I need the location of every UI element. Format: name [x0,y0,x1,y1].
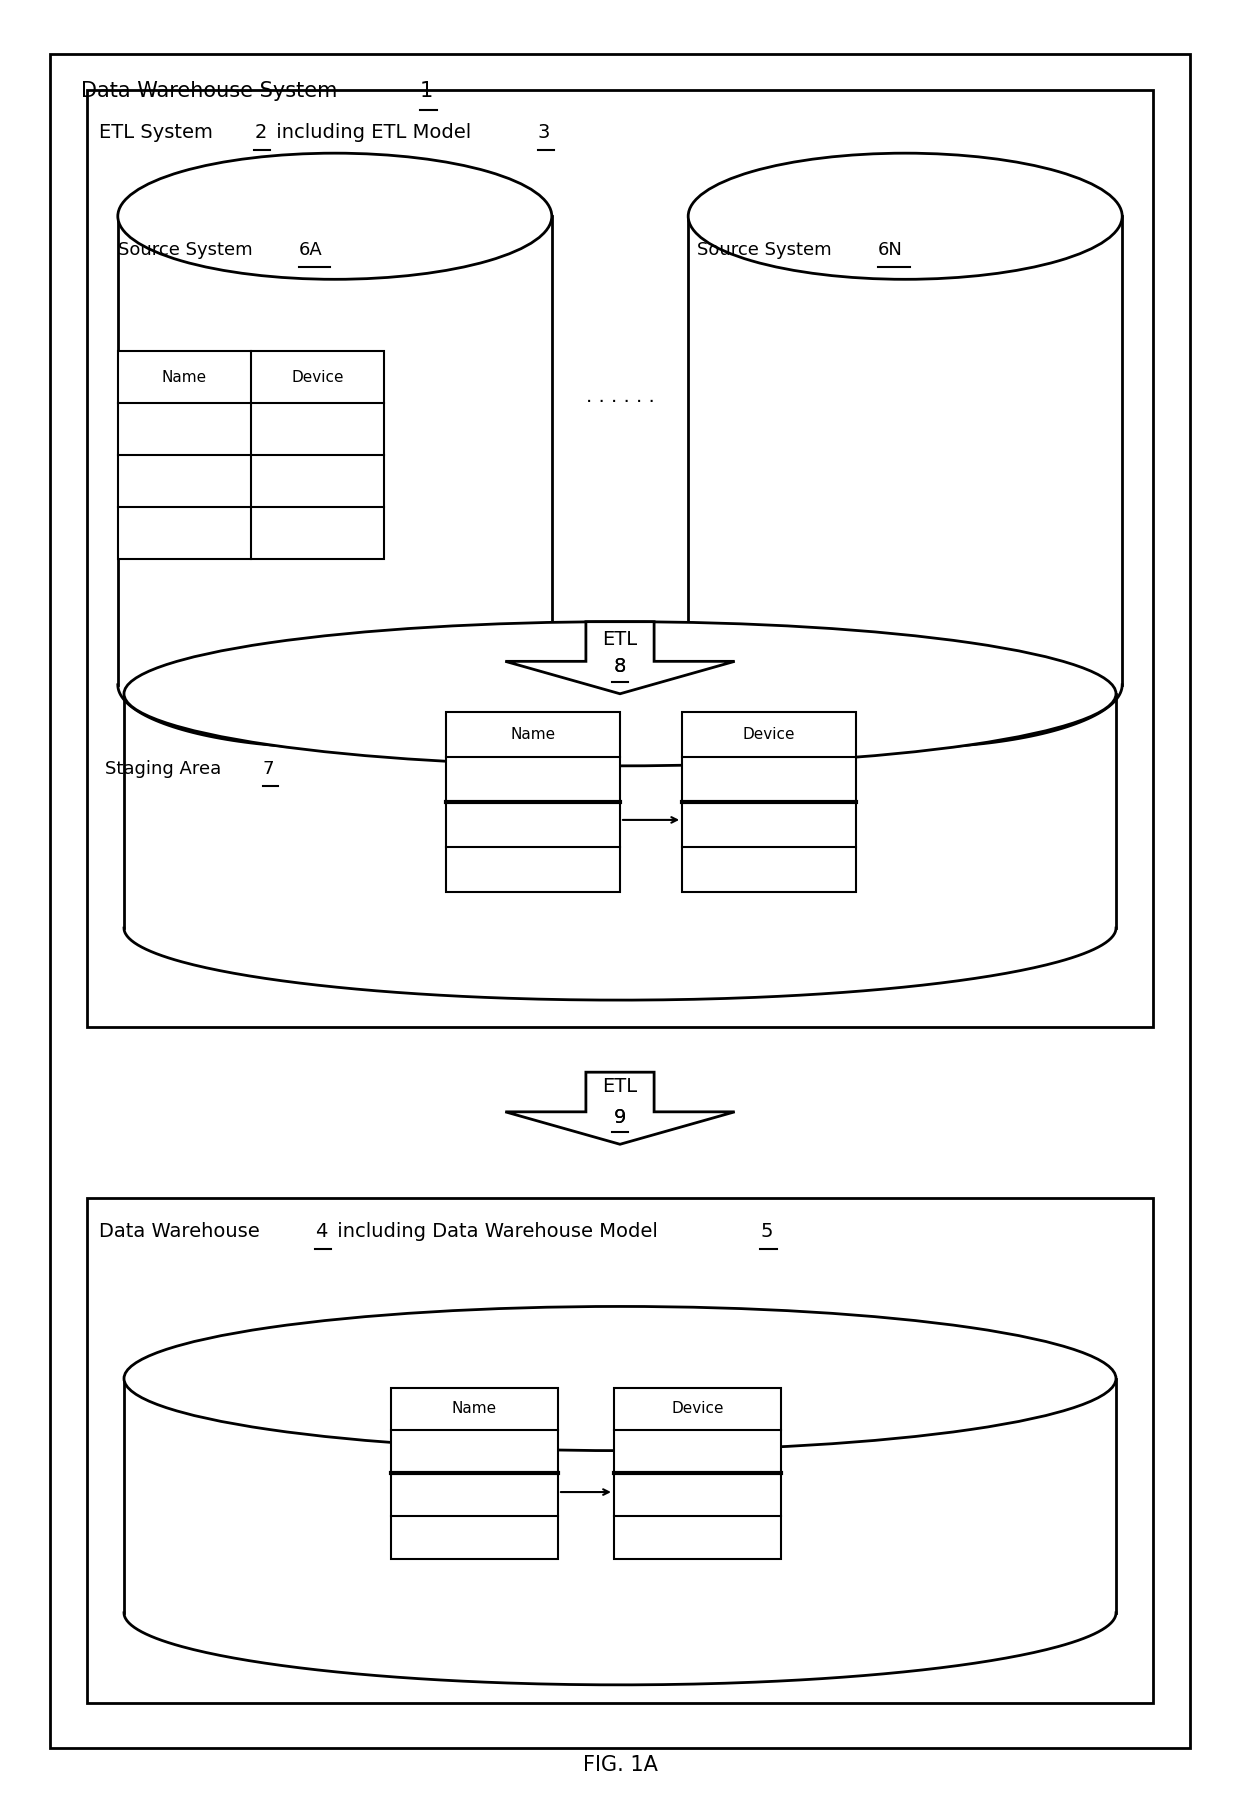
Text: Name: Name [511,726,556,742]
Ellipse shape [118,622,552,748]
Ellipse shape [688,153,1122,279]
Bar [118,351,384,559]
Polygon shape [506,1072,734,1144]
Text: Source System: Source System [697,241,837,259]
Text: Name: Name [451,1402,497,1416]
Polygon shape [506,622,734,694]
Text: 5: 5 [760,1222,773,1242]
Text: 8: 8 [614,658,626,676]
Text: Source System: Source System [118,241,258,259]
Text: Data Warehouse System: Data Warehouse System [81,81,343,101]
Text: 4: 4 [315,1222,327,1242]
Ellipse shape [688,622,1122,748]
Text: 8: 8 [614,658,626,676]
Bar [446,712,620,892]
Text: including ETL Model: including ETL Model [270,123,477,142]
Bar [682,712,856,892]
Text: 6N: 6N [878,241,903,259]
Ellipse shape [124,622,1116,766]
Bar [391,1388,558,1559]
Text: 6A: 6A [299,241,322,259]
Text: ETL: ETL [603,631,637,649]
Text: 3: 3 [538,123,551,142]
Text: Name: Name [162,369,207,386]
Ellipse shape [118,153,552,279]
Text: Data Warehouse: Data Warehouse [99,1222,267,1242]
Text: Staging Area: Staging Area [105,760,227,778]
Bar [614,1388,781,1559]
Text: FIG. 1A: FIG. 1A [583,1755,657,1775]
Text: Device: Device [671,1402,724,1416]
Bar [87,1198,1153,1703]
Bar [87,90,1153,1027]
Text: Device: Device [291,369,343,386]
Text: ETL System: ETL System [99,123,219,142]
Text: including Data Warehouse Model: including Data Warehouse Model [331,1222,663,1242]
Ellipse shape [124,856,1116,1000]
Bar [118,216,552,685]
Bar [124,694,1116,928]
Text: ETL: ETL [603,1078,637,1096]
Ellipse shape [124,1306,1116,1451]
Text: 2: 2 [254,123,267,142]
Text: 1: 1 [420,81,433,101]
Text: 9: 9 [614,1108,626,1126]
Text: . . . . . .: . . . . . . [585,387,655,405]
Bar [124,1379,1116,1613]
Text: 7: 7 [263,760,274,778]
Bar [688,216,1122,685]
Ellipse shape [124,1541,1116,1685]
Text: 9: 9 [614,1108,626,1126]
Text: Device: Device [743,726,795,742]
